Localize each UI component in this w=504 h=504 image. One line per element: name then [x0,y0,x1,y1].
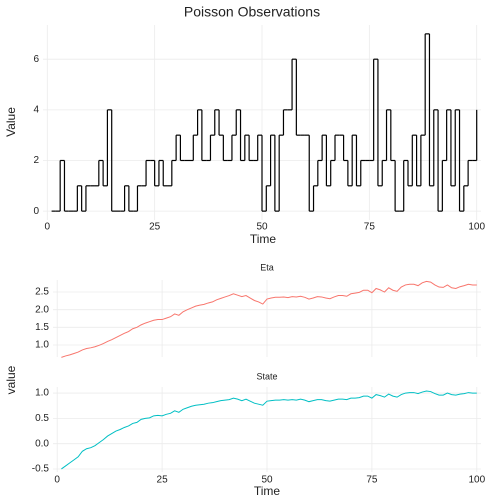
x-tick-label: 50 [261,475,273,486]
x-tick-label: 25 [149,222,161,233]
x-tick-label: 0 [45,222,51,233]
x-tick-label: 75 [366,475,378,486]
y-tick-label: 6 [33,54,39,65]
series-line [61,280,477,358]
y-tick-label: 0.5 [35,413,49,424]
y-tick-label: 1.0 [35,340,49,351]
x-axis-label: Time [250,232,277,246]
x-tick-label: 0 [54,475,60,486]
y-tick-label: 4 [33,104,39,115]
y-tick-label: 2.0 [35,304,49,315]
strip-label: State [256,371,277,381]
x-tick-label: 75 [364,222,376,233]
y-axis-label: value [4,365,18,394]
x-tick-label: 25 [157,475,169,486]
y-tick-label: 1.5 [35,322,49,333]
x-axis-label: Time [254,484,281,498]
x-tick-label: 50 [256,222,268,233]
chart-title: Poisson Observations [184,4,320,20]
y-tick-label: 1.0 [35,388,49,399]
y-tick-label: 2 [33,155,39,166]
y-tick-label: 0.0 [35,438,49,449]
strip-label: Eta [260,262,274,272]
y-axis-label: Value [4,107,18,137]
y-tick-label: 0 [33,206,39,217]
x-tick-label: 100 [468,475,485,486]
x-tick-label: 100 [468,222,485,233]
y-tick-label: 2.5 [35,287,49,298]
series-line [61,390,477,470]
y-tick-label: -0.5 [32,464,50,475]
